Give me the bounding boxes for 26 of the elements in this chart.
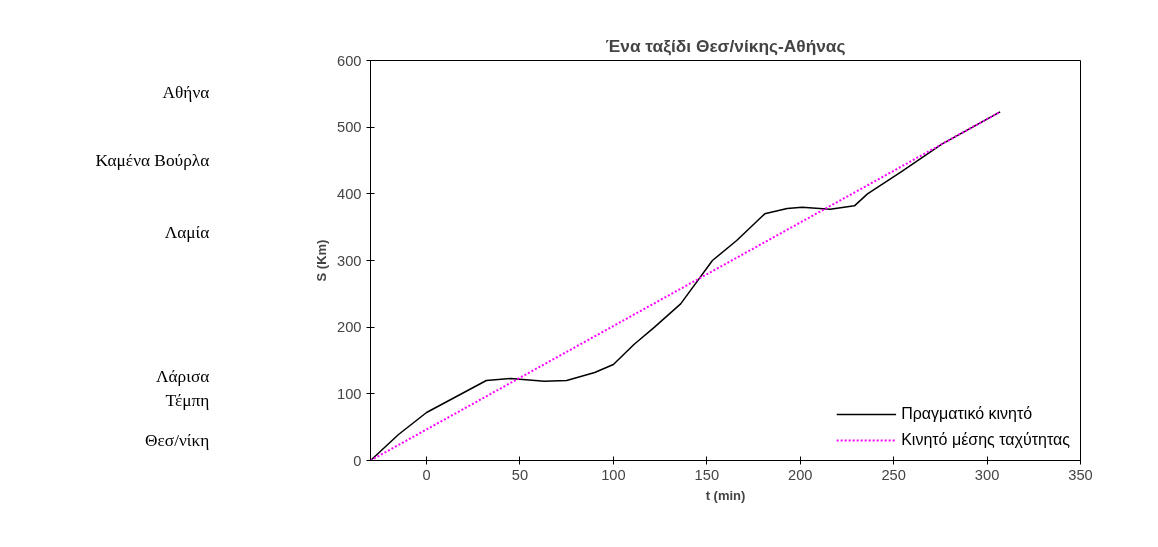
text: Λαμία [164,223,210,242]
chart-title: Ένα ταξίδι Θεσ/νίκης-Αθήνας [605,35,846,56]
x-tick-label: 0 [422,466,431,483]
x-tick-label: 50 [511,466,529,483]
text: Αθήνα [162,83,210,102]
x-axis-title: t (min) [705,487,746,503]
legend-label: Πραγματικό κινητό [901,405,1033,423]
text: Καμένα Βούρλα [95,151,210,170]
text: Τέμπη [165,391,210,410]
y-tick-label: 0 [353,452,362,469]
y-tick-label: 200 [337,319,362,336]
y-tick-label: 400 [337,185,362,202]
y-tick-label: 500 [337,119,362,136]
x-tick-label: 300 [974,466,1000,483]
x-tick-label: 250 [881,466,906,483]
text: Θεσ/νίκη [145,431,210,450]
x-tick-label: 200 [788,466,813,483]
y-tick-label: 100 [337,385,362,402]
y-tick-label: 600 [337,52,362,69]
x-tick-label: 100 [601,466,626,483]
y-tick-label: 300 [337,252,362,269]
x-tick-label: 350 [1068,466,1093,483]
legend-label: Κινητό μέσης ταχύτητας [901,431,1070,449]
x-tick-label: 150 [694,466,720,483]
y-axis-title: S (Km) [314,239,330,282]
text: Λάρισα [155,367,210,386]
